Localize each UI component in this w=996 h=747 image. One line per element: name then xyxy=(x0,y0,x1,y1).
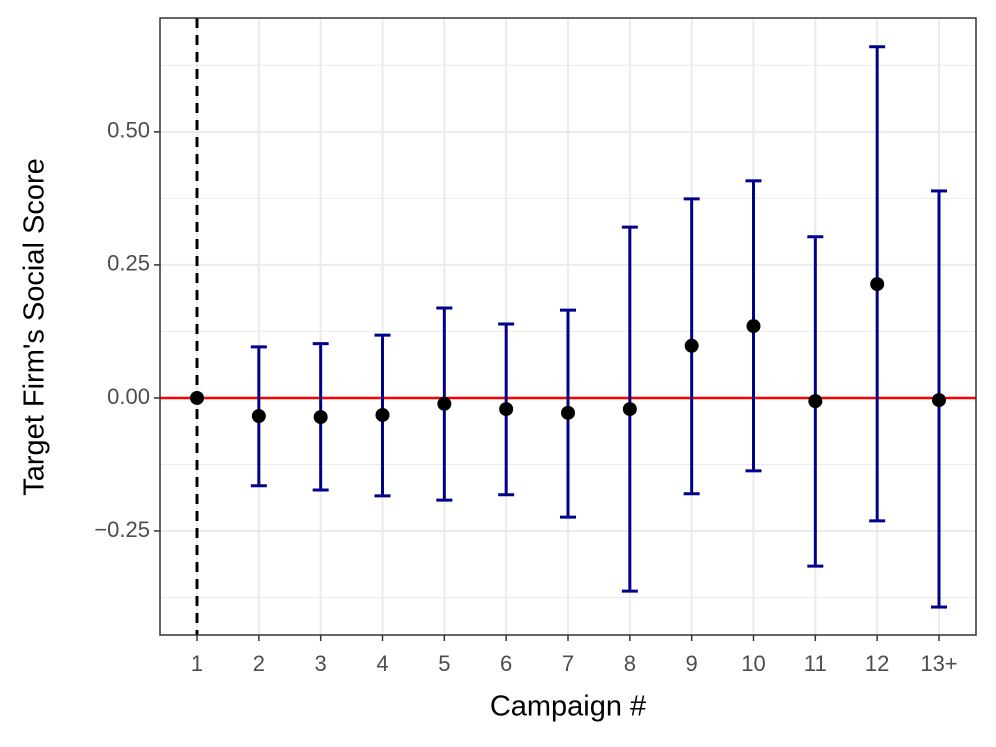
point xyxy=(870,277,885,292)
point xyxy=(190,390,204,405)
x-tick-label: 7 xyxy=(562,651,574,676)
point xyxy=(375,407,390,422)
point xyxy=(561,405,575,420)
y-tick-label: 0.50 xyxy=(107,118,150,143)
point xyxy=(437,396,452,411)
marks xyxy=(160,18,976,635)
point xyxy=(932,393,946,408)
point xyxy=(251,409,266,424)
x-tick-label: 9 xyxy=(686,651,698,676)
x-tick-label: 2 xyxy=(253,651,265,676)
x-tick-label: 10 xyxy=(741,651,765,676)
x-tick-label: 3 xyxy=(315,651,327,676)
point xyxy=(622,402,637,417)
point xyxy=(684,338,699,353)
x-tick-label: 4 xyxy=(376,651,388,676)
y-axis-title: Target Firm's Social Score xyxy=(19,158,51,496)
x-tick-label: 11 xyxy=(804,651,827,676)
x-tick-label: 13+ xyxy=(920,651,957,676)
x-tick-label: 1 xyxy=(191,651,203,676)
x-tick-label: 8 xyxy=(624,651,636,676)
x-axis-title: Campaign # xyxy=(490,691,646,723)
x-tick-label: 12 xyxy=(865,651,889,676)
point xyxy=(499,402,514,417)
point xyxy=(313,410,328,425)
y-tick-label: 0.25 xyxy=(107,251,150,276)
y-tick-label: −0.25 xyxy=(94,517,150,542)
x-tick-label: 6 xyxy=(500,651,512,676)
point xyxy=(746,319,761,334)
x-tick-label: 5 xyxy=(438,651,450,676)
y-tick-label: 0.00 xyxy=(107,384,150,409)
point xyxy=(808,394,823,409)
